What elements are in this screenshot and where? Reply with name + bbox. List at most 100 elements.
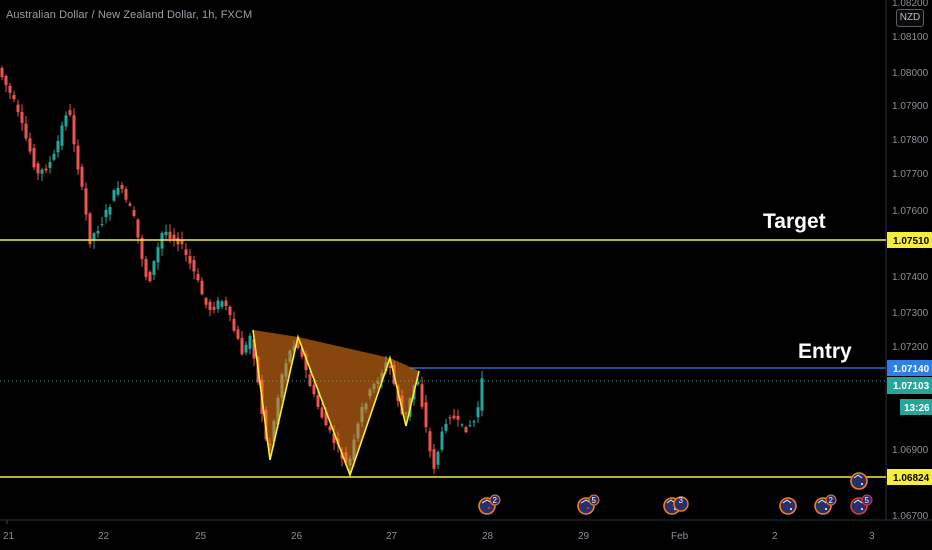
candle [228, 306, 232, 315]
pattern-fill-1 [253, 330, 298, 460]
candle [32, 148, 36, 168]
candle [476, 407, 480, 418]
price-scale[interactable]: 1.08200 1.08100 1.08000 1.07900 1.07800 … [892, 0, 929, 522]
candle [332, 433, 336, 443]
candle [204, 298, 208, 305]
chart-title: Australian Dollar / New Zealand Dollar, … [6, 9, 253, 21]
candle [452, 415, 456, 419]
candle [232, 318, 236, 331]
candle [196, 274, 200, 281]
current-price-tag: 1.07103 [887, 377, 932, 394]
candle [0, 67, 4, 78]
svg-text:2: 2 [493, 496, 498, 505]
price-label: 1.07400 [892, 272, 929, 283]
svg-text:1.07103: 1.07103 [893, 381, 930, 392]
candle [72, 115, 76, 145]
candle [128, 203, 132, 206]
au-flag-icon[interactable]: 5 [850, 494, 873, 515]
candle [100, 224, 104, 226]
time-label: 21 [3, 531, 15, 542]
entry-price-tag: 1.07140 [887, 360, 932, 376]
candle [324, 411, 328, 426]
candle [432, 449, 436, 469]
candle [304, 354, 308, 371]
time-label: 2 [772, 531, 778, 542]
candle [308, 374, 312, 386]
candle [132, 210, 136, 216]
candle [220, 301, 224, 307]
nz-flag-icon[interactable]: 5 [577, 494, 600, 515]
price-label: 1.06700 [892, 511, 929, 522]
candle [388, 365, 392, 369]
candle [416, 381, 420, 385]
candle [152, 261, 156, 275]
harmonic-pattern[interactable] [252, 329, 420, 478]
candle [464, 426, 468, 433]
time-label: Feb [671, 531, 689, 542]
time-label: 27 [386, 531, 398, 542]
candle [108, 206, 112, 215]
svg-text:3: 3 [679, 496, 684, 505]
events-row[interactable]: 2 5 3 [478, 472, 873, 515]
candle [160, 232, 164, 249]
candle [164, 231, 168, 236]
candle [224, 300, 228, 307]
price-label: 1.08000 [892, 68, 929, 79]
candle [68, 110, 72, 115]
time-label: 3 [869, 531, 875, 542]
candle [296, 342, 300, 348]
candle [124, 189, 128, 200]
candle [60, 125, 64, 146]
price-label: 1.07600 [892, 206, 929, 217]
candle [480, 378, 484, 411]
au-flag-icon[interactable] [779, 497, 797, 515]
candle [420, 384, 424, 407]
candle [200, 280, 204, 295]
time-label: 28 [482, 531, 494, 542]
au-flag-icon[interactable] [850, 472, 868, 490]
candle [20, 112, 24, 123]
candle [252, 339, 256, 359]
candle [212, 306, 216, 310]
candle [36, 163, 40, 174]
candle [24, 123, 28, 139]
candle [168, 231, 172, 239]
time-label: 29 [578, 531, 590, 542]
time-scale[interactable]: 21 22 25 26 27 28 29 Feb 2 3 [3, 520, 875, 542]
price-label: 1.07800 [892, 135, 929, 146]
currency-button[interactable]: NZD [896, 9, 924, 27]
candle [80, 166, 84, 187]
candle [48, 162, 52, 168]
candle [180, 239, 184, 245]
au-flag-icon[interactable]: 3 [663, 496, 689, 515]
price-label: 1.08200 [892, 0, 929, 9]
price-label: 1.07700 [892, 169, 929, 180]
candle [216, 300, 220, 309]
time-label: 25 [195, 531, 207, 542]
candle [440, 431, 444, 450]
candle [84, 188, 88, 215]
pattern-outline [252, 329, 420, 478]
candle [28, 138, 32, 152]
candle [328, 426, 332, 431]
candle [172, 234, 176, 240]
pattern-fill-2 [298, 337, 390, 475]
entry-annotation[interactable]: Entry [798, 340, 852, 363]
price-label: 1.07300 [892, 308, 929, 319]
nz-flag-icon[interactable]: 2 [478, 494, 501, 515]
candle [136, 219, 140, 238]
target-annotation[interactable]: Target [763, 210, 826, 233]
candle [156, 247, 160, 263]
price-label: 1.06900 [892, 445, 929, 456]
au-flag-icon[interactable]: 2 [814, 494, 837, 515]
candle [188, 256, 192, 264]
svg-text:13:26: 13:26 [904, 403, 930, 414]
candle [148, 271, 152, 282]
time-label: 26 [291, 531, 303, 542]
svg-text:1.07140: 1.07140 [893, 364, 930, 375]
candle [436, 451, 440, 465]
candle [236, 329, 240, 339]
candle [56, 140, 60, 153]
